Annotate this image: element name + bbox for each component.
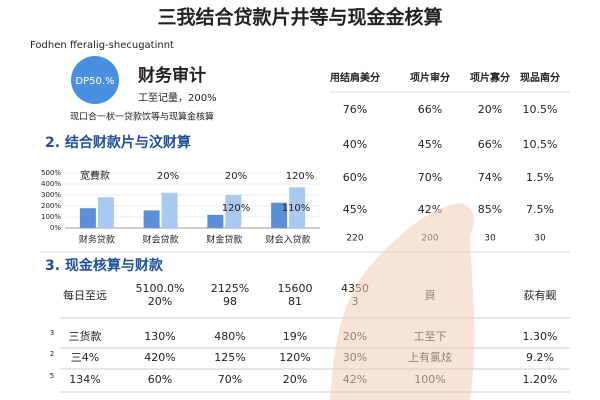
cell: 125% — [214, 351, 245, 364]
cell: 7.5% — [526, 203, 554, 216]
cell: 19% — [283, 330, 307, 343]
annotation: 110% — [282, 203, 311, 214]
cell: 70% — [418, 171, 442, 184]
cell: 480% — [214, 330, 245, 343]
card-heading: 财务审计 — [137, 65, 206, 86]
y-tick-label: 0% — [50, 224, 61, 232]
cell: 1.20% — [523, 373, 558, 386]
column-header: 2125% — [211, 282, 249, 295]
y-tick-label: 500% — [41, 169, 61, 177]
cell: 420% — [144, 351, 175, 364]
card-line: 工至记量，200% — [138, 92, 217, 104]
column-header: 每日至远 — [63, 288, 107, 302]
cell: 20% — [283, 373, 307, 386]
cell: 120% — [279, 351, 310, 364]
card-note: 现口合一枤一贷款饮等与现算金核算 — [70, 111, 214, 123]
footer-cell: 30 — [534, 234, 546, 244]
cell: 1.5% — [526, 171, 554, 184]
cell: 10.5% — [523, 103, 558, 116]
cell: 40% — [343, 138, 367, 151]
cell: 130% — [144, 330, 175, 343]
cell: 60% — [148, 373, 172, 386]
row-number: 3 — [50, 329, 54, 337]
column-header: 用结肩美分 — [329, 71, 380, 84]
badge-circle — [71, 56, 119, 104]
y-tick-label: 300% — [41, 191, 61, 199]
annotation: 120% — [286, 171, 315, 182]
cell: 85% — [478, 203, 502, 216]
bar — [271, 202, 288, 228]
cell: 三货款 — [69, 329, 102, 343]
column-header: 荻有觋 — [524, 288, 557, 302]
x-tick-label: 财会入贷款 — [266, 234, 311, 246]
bar — [161, 192, 178, 228]
y-tick-label: 100% — [41, 213, 61, 221]
cell: 66% — [418, 103, 442, 116]
y-tick-label: 200% — [41, 202, 61, 210]
cell: 1.30% — [523, 330, 558, 343]
bar — [225, 195, 242, 228]
x-tick-label: 财金贷款 — [206, 234, 242, 246]
bar — [289, 187, 306, 228]
x-tick-label: 财会贷款 — [143, 234, 179, 246]
bar — [207, 214, 224, 228]
cell: 134% — [69, 373, 100, 386]
bar — [143, 210, 160, 228]
cell: 9.2% — [526, 351, 554, 364]
column-header: 项片审分 — [410, 71, 450, 84]
column-header: 20% — [148, 295, 172, 308]
section-heading: 3. 现金核算与财款 — [45, 257, 164, 274]
footer-cell: 220 — [346, 234, 363, 244]
column-header: 5100.0% — [136, 282, 185, 295]
cell: 70% — [218, 373, 242, 386]
annotation: 20% — [225, 171, 247, 182]
subtitle: Fodhen fferalig-shecugatinnt — [30, 40, 174, 51]
column-header: 81 — [288, 295, 302, 308]
bar — [97, 197, 114, 228]
badge-text: DP50.% — [75, 76, 114, 87]
y-tick-label: 400% — [41, 180, 61, 188]
cell: 74% — [478, 171, 502, 184]
annotation: 120% — [222, 203, 251, 214]
annotation: 宽費款 — [80, 169, 110, 182]
cell: 66% — [478, 138, 502, 151]
cell: 45% — [343, 203, 367, 216]
cell: 76% — [343, 103, 367, 116]
row-number: 2 — [50, 350, 54, 358]
cell: 45% — [418, 138, 442, 151]
cell: 三4% — [71, 351, 99, 364]
bar — [79, 208, 96, 228]
footer-cell: 30 — [484, 234, 496, 244]
cell: 10.5% — [523, 138, 558, 151]
column-header: 项片寡分 — [470, 71, 510, 84]
row-number: 5 — [50, 372, 54, 380]
page-title: 三我结合贷款片井等与现金金核算 — [157, 6, 442, 29]
annotation: 20% — [157, 171, 179, 182]
column-header: 现品南分 — [520, 71, 560, 84]
hand-overlay — [330, 203, 475, 400]
column-header: 98 — [223, 295, 237, 308]
cell: 60% — [343, 171, 367, 184]
column-header: 15600 — [278, 282, 313, 295]
x-tick-label: 财务贷款 — [79, 234, 115, 246]
cell: 20% — [478, 103, 502, 116]
section-heading: 2. 结合财款片与汶财算 — [45, 134, 191, 151]
